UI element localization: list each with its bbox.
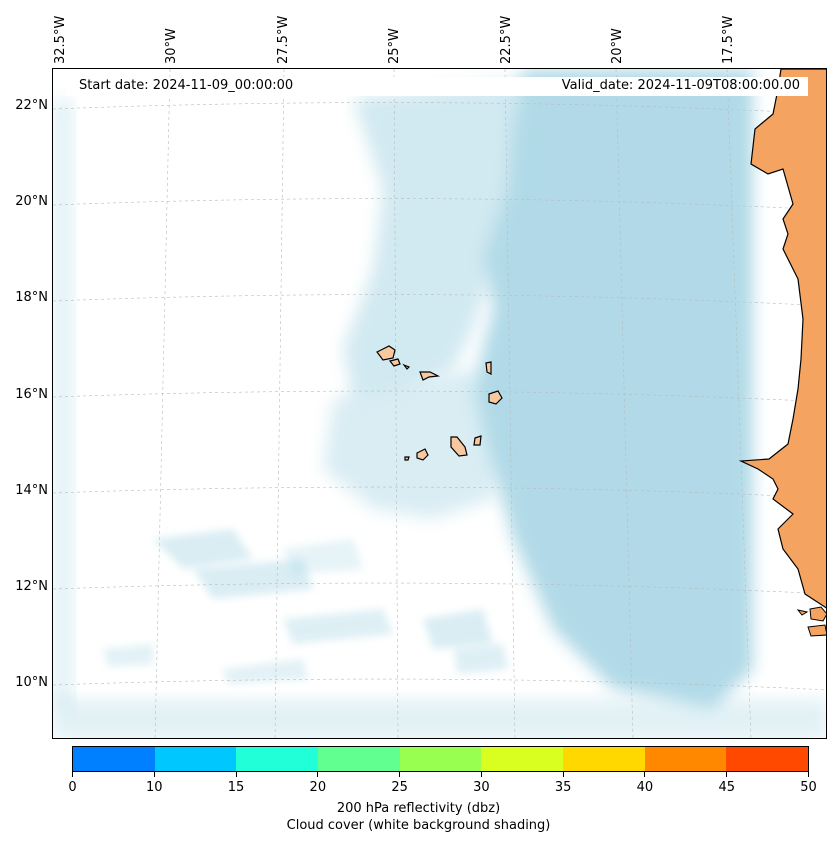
colorbar-tick — [562, 772, 564, 777]
island-santa-luzia — [402, 363, 411, 370]
lat-label-18n: 18°N — [15, 290, 48, 305]
lat-label-16n: 16°N — [15, 387, 48, 402]
lon-label-27-5w: 27.5°W — [276, 15, 291, 64]
colorbar-tick — [644, 772, 646, 777]
reflectivity-colorbar — [72, 746, 809, 772]
colorbar-tick — [72, 772, 73, 777]
colorbar-tick-label: 45 — [718, 780, 735, 795]
map-canvas — [53, 69, 826, 738]
island-sao-vicente — [388, 358, 401, 367]
colorbar-tick — [480, 772, 482, 777]
colorbar-segment — [644, 747, 727, 771]
start-date-text: Start date: 2024-11-09_00:00:00 — [79, 78, 294, 93]
colorbar-tick-label: 30 — [473, 780, 490, 795]
colorbar-segment — [73, 747, 155, 771]
colorbar-label: 200 hPa reflectivity (dbz) — [336, 801, 501, 816]
lon-label-22-5w: 22.5°W — [499, 15, 514, 64]
lon-label-17-5w: 17.5°W — [721, 15, 736, 64]
lat-label-22n: 22°N — [15, 98, 48, 113]
coast-islet-2 — [807, 624, 826, 637]
island-santo-antao — [376, 345, 396, 361]
colorbar-tick — [399, 772, 401, 777]
map-panel[interactable] — [52, 68, 827, 739]
lat-label-20n: 20°N — [15, 194, 48, 209]
lat-label-10n: 10°N — [15, 675, 48, 690]
valid-date-text: Valid_date: 2024-11-09T08:00:00.00 — [561, 78, 800, 93]
island-sal — [485, 361, 492, 375]
date-header-bar — [66, 77, 808, 96]
island-maio — [473, 435, 482, 446]
lon-label-20w: 20°W — [610, 28, 625, 64]
colorbar-tick — [153, 772, 155, 777]
colorbar-tick-label: 35 — [554, 780, 572, 795]
colorbar-tick-label: 20 — [309, 780, 327, 795]
coast-islet-1 — [809, 606, 826, 622]
colorbar-tick-label: 15 — [227, 780, 245, 795]
colorbar-segment — [563, 747, 645, 771]
colorbar-tick-label: 10 — [145, 780, 163, 795]
graticule — [53, 69, 826, 738]
africa-coast-land — [738, 69, 826, 609]
colorbar-tick — [317, 772, 319, 777]
colorbar-tick-label: 50 — [800, 780, 817, 795]
colorbar-tick-label: 40 — [636, 780, 654, 795]
colorbar-tick — [808, 772, 809, 777]
colorbar-segment — [481, 747, 564, 771]
cloud-cover-layer — [53, 69, 826, 738]
island-boa-vista — [488, 390, 503, 405]
colorbar-segment — [236, 747, 319, 771]
lon-label-32-5w: 32.5°W — [53, 15, 68, 64]
lon-label-30w: 30°W — [164, 28, 179, 64]
island-sao-nicolau — [419, 371, 441, 381]
lat-label-12n: 12°N — [15, 579, 48, 594]
island-fogo — [416, 448, 429, 461]
colorbar-segment — [318, 747, 400, 771]
colorbar-tick — [235, 772, 237, 777]
colorbar-sublabel: Cloud cover (white background shading) — [286, 818, 551, 833]
island-brava — [404, 456, 410, 461]
lat-label-14n: 14°N — [15, 483, 48, 498]
cape-verde-islands — [376, 345, 503, 461]
island-santiago — [450, 436, 468, 457]
colorbar-tick-label: 25 — [391, 780, 408, 795]
coast-islet-3 — [796, 609, 809, 616]
colorbar-segment — [399, 747, 482, 771]
colorbar-tick — [726, 772, 728, 777]
lon-label-25w: 25°W — [387, 28, 402, 64]
colorbar-tick-label: 0 — [68, 780, 77, 795]
colorbar-segment — [726, 747, 809, 771]
colorbar-segment — [154, 747, 237, 771]
